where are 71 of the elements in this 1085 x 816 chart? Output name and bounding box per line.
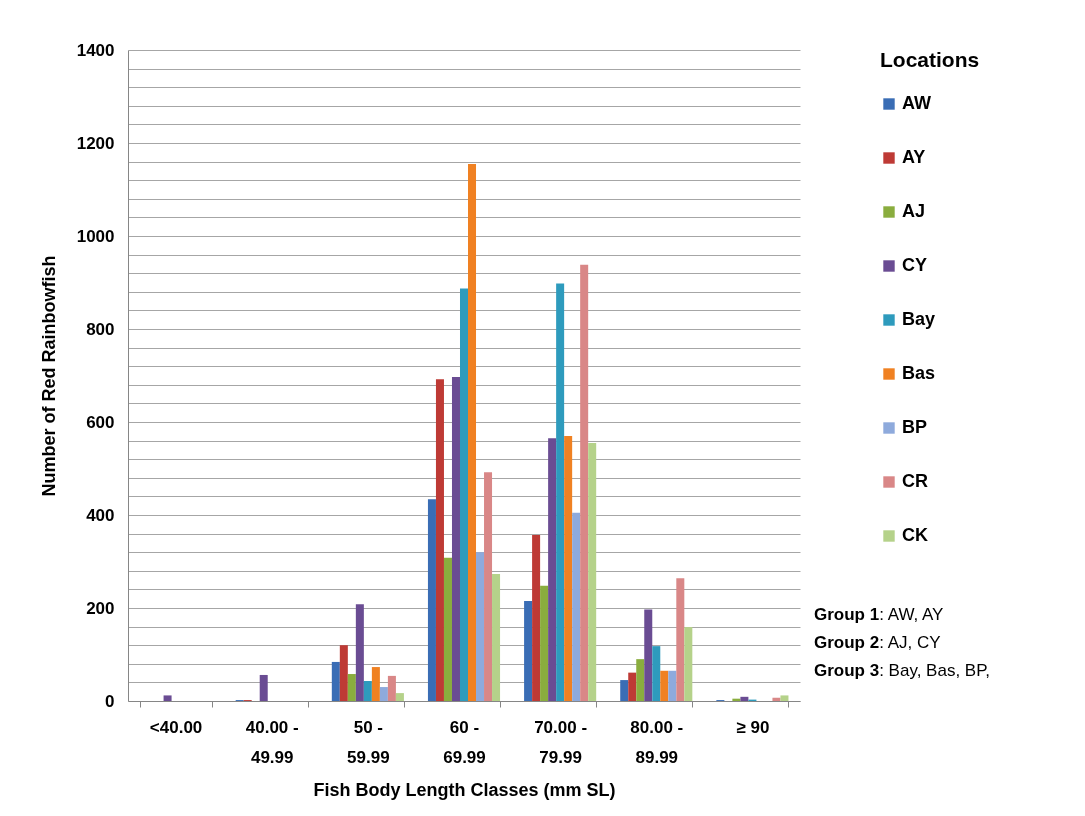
bar	[331, 661, 340, 701]
y-tick-label: 0	[105, 691, 115, 711]
legend-label: CY	[902, 255, 928, 275]
bar	[259, 674, 268, 701]
bar	[355, 604, 364, 701]
y-tick-label: 400	[86, 505, 115, 525]
bar	[556, 283, 565, 701]
bar	[652, 646, 661, 701]
bar	[644, 609, 653, 701]
y-tick-label: 1200	[76, 133, 115, 153]
y-tick-label: 600	[86, 412, 115, 432]
y-tick-label: 1400	[76, 40, 115, 60]
bar	[532, 535, 541, 701]
bar	[620, 680, 629, 701]
bar	[580, 264, 589, 701]
bar	[772, 697, 781, 701]
legend-label: AW	[902, 93, 932, 113]
bar	[492, 574, 501, 701]
x-tick-label: ≥ 90	[736, 717, 770, 737]
bar	[548, 438, 557, 701]
bar	[468, 163, 477, 701]
legend-label: CK	[902, 525, 928, 545]
x-tick-label: 60 - 69.99	[443, 717, 486, 767]
x-tick-label: 40.00 - 49.99	[245, 717, 299, 767]
bar	[660, 670, 669, 701]
x-tick-label: 70.00 - 79.99	[534, 717, 588, 767]
x-tick-label: 80.00 - 89.99	[630, 717, 684, 767]
bar	[684, 627, 693, 701]
legend-label: AY	[902, 147, 926, 167]
bar	[395, 693, 404, 701]
bar	[427, 499, 436, 701]
bar	[459, 288, 469, 701]
bar	[780, 695, 789, 701]
bar	[484, 472, 493, 701]
bar	[379, 687, 388, 701]
bar	[387, 675, 396, 701]
bar	[572, 512, 581, 701]
bar	[676, 578, 685, 701]
bar	[347, 674, 356, 701]
bar	[163, 695, 172, 701]
bar	[435, 379, 444, 701]
text: Group 1: AW, AY	[814, 604, 945, 626]
bar	[363, 681, 372, 701]
legend-label: BP	[902, 417, 928, 437]
x-tick-label: <40.00	[149, 717, 203, 737]
text: Group 3: Bay, Bas, BP,	[814, 660, 991, 682]
bar	[628, 672, 637, 701]
bar	[476, 552, 485, 701]
y-tick-label: 800	[86, 319, 115, 339]
bar	[443, 557, 452, 701]
legend-label: Bas	[902, 363, 936, 383]
y-tick-label: 1000	[76, 226, 115, 246]
bar	[588, 442, 597, 701]
legend-label: CR	[902, 471, 928, 491]
bar	[540, 585, 549, 701]
legend-label: AJ	[902, 201, 926, 221]
x-tick-label: 50 - 59.99	[347, 717, 390, 767]
y-tick-label: 200	[86, 598, 115, 618]
x-axis-title: Fish Body Length Classes (mm SL)	[313, 779, 616, 800]
bar	[524, 601, 533, 701]
bar	[740, 696, 749, 701]
bar	[636, 659, 645, 701]
legend-title: Locations	[880, 48, 980, 71]
bar	[451, 376, 460, 701]
bar	[668, 670, 677, 701]
bar	[564, 435, 573, 701]
bar	[339, 645, 348, 701]
text: Group 2: AJ, CY	[814, 632, 942, 654]
bar	[371, 667, 380, 701]
legend-label: Bay	[902, 309, 936, 329]
y-axis-title: Number of Red Rainbowfish	[38, 255, 59, 497]
